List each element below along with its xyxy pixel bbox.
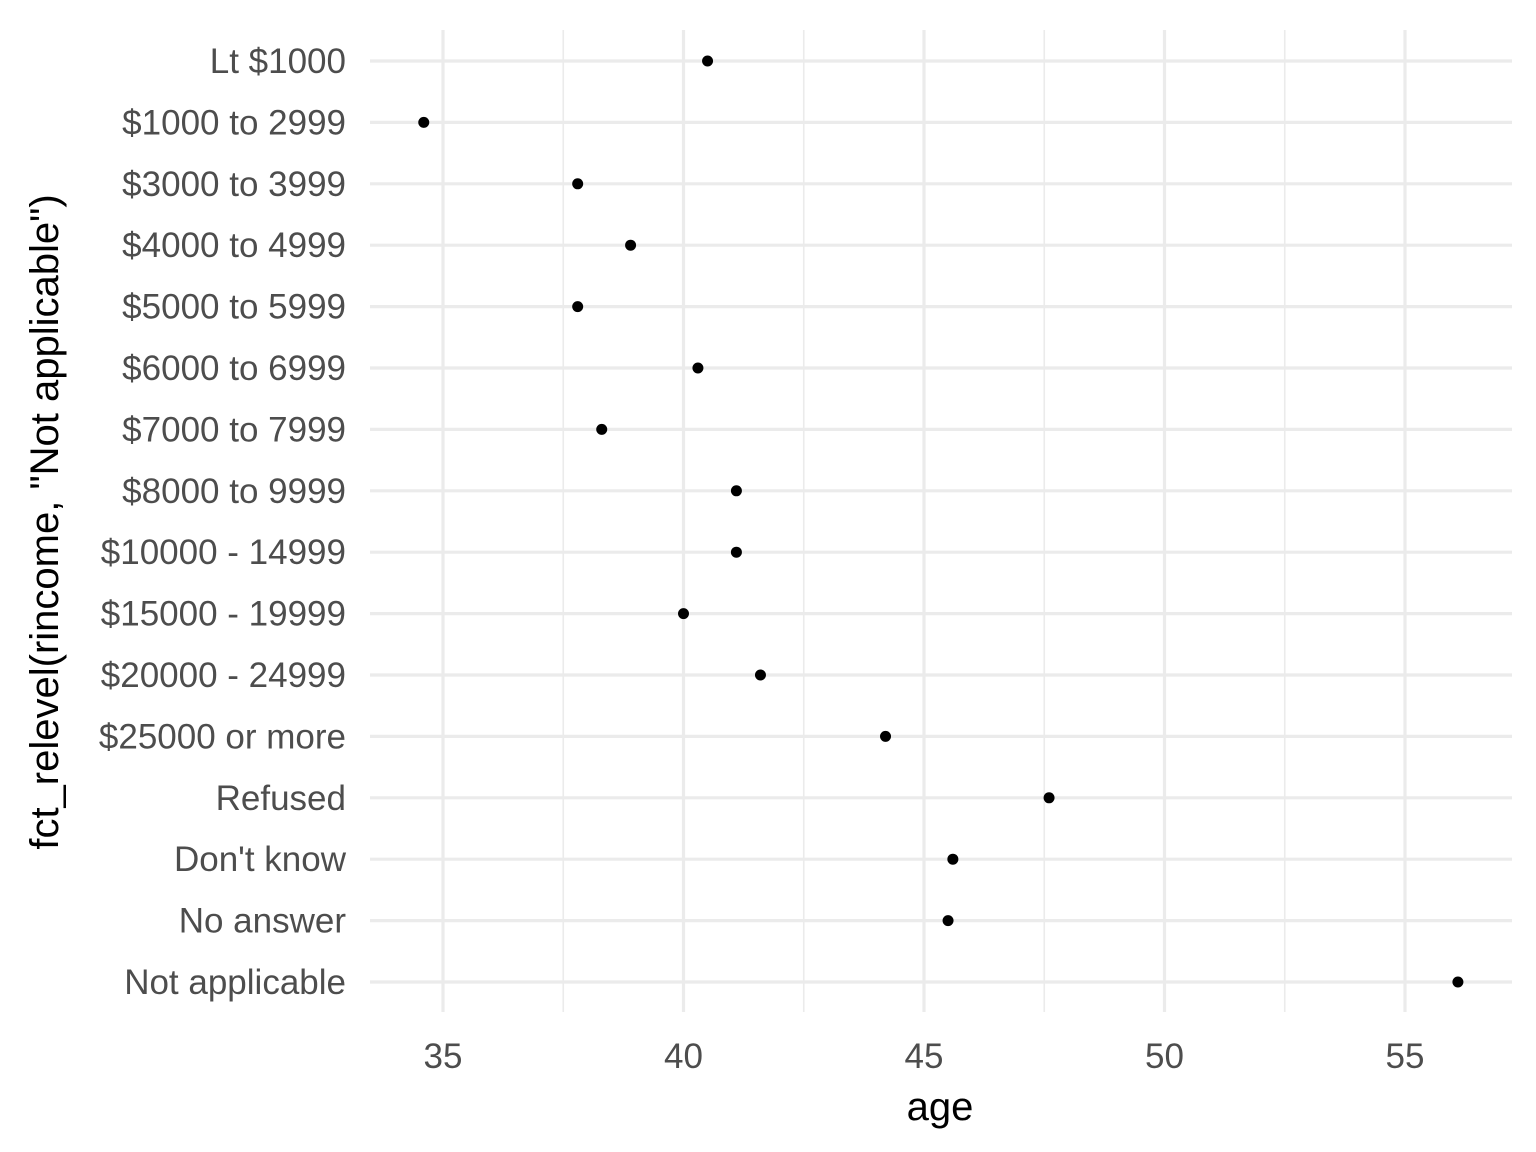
y-tick-label: Lt $1000 <box>210 42 346 81</box>
data-points <box>418 55 1464 988</box>
x-axis-tick-labels: 35 40 45 50 55 <box>424 1037 1425 1076</box>
y-tick-label: Not applicable <box>124 963 346 1002</box>
data-point <box>942 915 954 927</box>
y-tick-label: $20000 - 24999 <box>101 656 346 695</box>
data-point <box>1452 976 1464 988</box>
data-point <box>754 669 766 681</box>
data-point <box>880 730 892 742</box>
y-tick-label: Don't know <box>174 840 347 879</box>
x-tick-label: 45 <box>905 1037 944 1076</box>
data-point <box>692 362 704 374</box>
y-tick-label: $6000 to 6999 <box>122 349 346 388</box>
y-tick-label: $4000 to 4999 <box>122 226 346 265</box>
y-tick-label: $15000 - 19999 <box>101 595 346 634</box>
data-point <box>702 55 714 67</box>
data-point <box>730 485 742 497</box>
y-axis-tick-labels: Lt $1000 $1000 to 2999 $3000 to 3999 $4000 … <box>99 42 347 1002</box>
y-tick-label: No answer <box>179 902 347 941</box>
y-tick-label: $25000 or more <box>99 717 346 756</box>
x-tick-label: 50 <box>1145 1037 1184 1076</box>
grid <box>370 30 1512 1012</box>
data-point <box>678 608 689 620</box>
data-point <box>730 546 742 558</box>
x-tick-label: 55 <box>1386 1037 1425 1076</box>
y-tick-label: $1000 to 2999 <box>122 103 346 142</box>
data-point <box>1043 792 1055 804</box>
data-point <box>572 301 584 313</box>
x-tick-label: 35 <box>424 1037 463 1076</box>
data-point <box>947 853 959 865</box>
y-tick-label: Refused <box>216 779 346 818</box>
y-tick-label: $3000 to 3999 <box>122 165 346 204</box>
y-axis-title: fct_relevel(rincome, "Not applicable") <box>23 194 67 849</box>
x-tick-label: 40 <box>664 1037 703 1076</box>
data-point <box>572 178 584 190</box>
data-point <box>625 239 637 251</box>
y-tick-label: $5000 to 5999 <box>122 288 346 327</box>
x-axis-title: age <box>907 1085 974 1129</box>
data-point <box>596 423 608 435</box>
y-tick-label: $7000 to 7999 <box>122 410 346 449</box>
data-point <box>418 116 430 128</box>
y-tick-label: $10000 - 14999 <box>101 533 346 572</box>
y-tick-label: $8000 to 9999 <box>122 472 346 511</box>
